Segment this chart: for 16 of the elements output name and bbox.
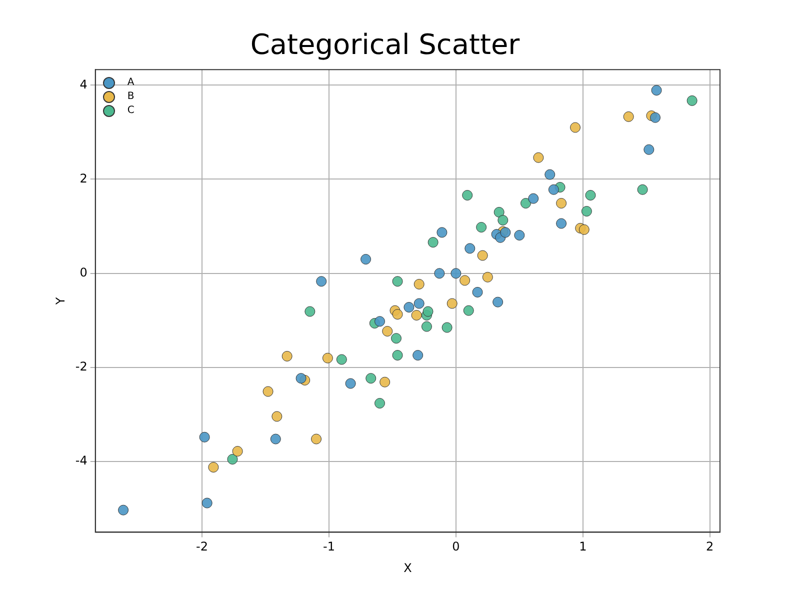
y-tick-label: -4 bbox=[75, 454, 88, 468]
x-tick-label: 1 bbox=[579, 540, 587, 554]
legend-label: B bbox=[127, 90, 134, 104]
y-tick-label: 0 bbox=[80, 265, 88, 280]
x-tick-label: -2 bbox=[196, 540, 208, 554]
y-tick-label: 4 bbox=[80, 77, 88, 92]
x-tick-label: 0 bbox=[452, 540, 460, 554]
x-axis-title: X bbox=[404, 560, 412, 575]
x-tick-label: 2 bbox=[706, 540, 714, 554]
legend-label: A bbox=[127, 76, 134, 90]
y-axis-title: Y bbox=[53, 296, 68, 306]
chart-title: Categorical Scatter bbox=[250, 28, 520, 62]
y-tick-label: 2 bbox=[80, 171, 88, 186]
y-tick-label: -2 bbox=[75, 360, 88, 374]
x-tick-label: -1 bbox=[322, 540, 335, 554]
legend-label: C bbox=[127, 104, 134, 118]
